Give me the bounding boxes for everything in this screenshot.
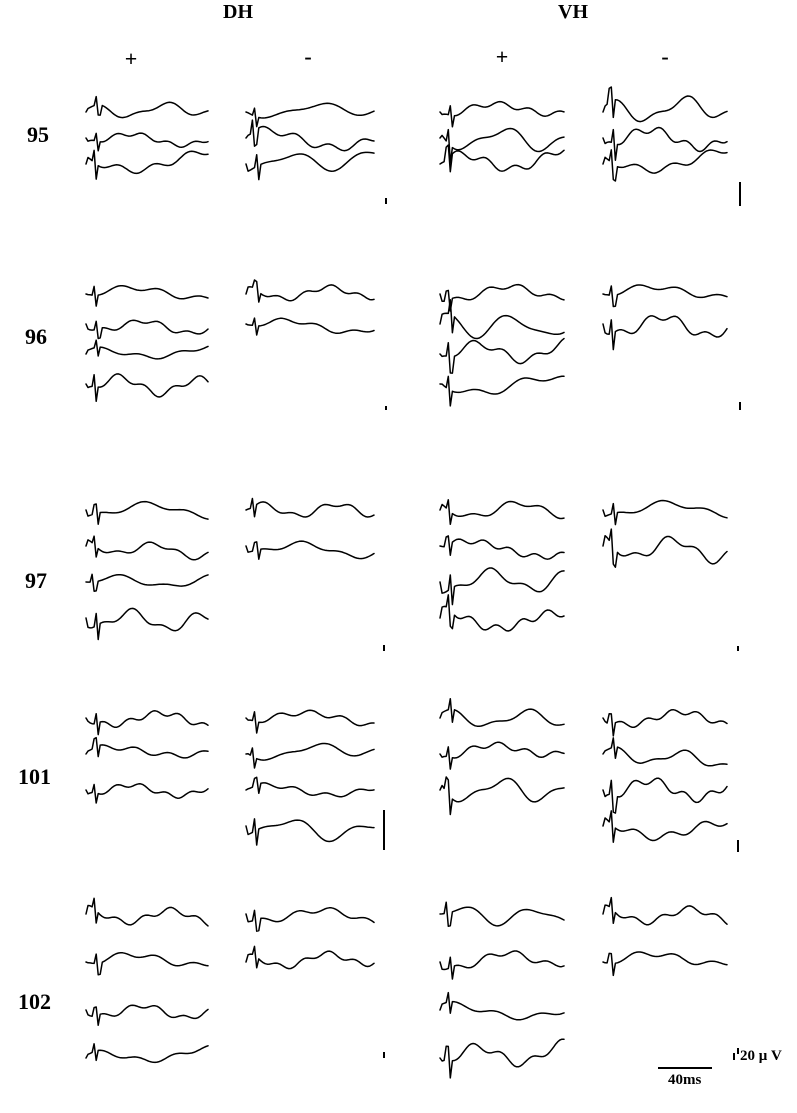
trace-95-dh-minus-3: [245, 151, 375, 181]
trace-101-vh-minus-1: [602, 708, 728, 737]
trace-97-vh-minus-1: [602, 499, 728, 526]
trace-101-vh-plus-3: [439, 776, 565, 816]
trace-97-vh-plus-4: [439, 594, 565, 632]
header-vh: VH: [558, 1, 588, 23]
trace-101-vh-plus-2: [439, 741, 565, 770]
trace-95-vh-plus-2: [439, 127, 565, 164]
trace-97-vh-plus-3: [439, 567, 565, 606]
time-scale-label: 40ms: [668, 1072, 702, 1088]
trace-101-dh-minus-1: [245, 709, 375, 734]
trace-95-dh-plus-3: [85, 149, 209, 180]
header-dh: DH: [223, 1, 253, 23]
trace-102-vh-plus-1: [439, 901, 565, 928]
trace-101-dh-minus-2: [245, 742, 375, 769]
trace-96-dh-plus-4: [85, 373, 209, 403]
trace-95-dh-minus-2: [245, 119, 375, 152]
trace-102-vh-minus-2: [602, 951, 728, 977]
sign-vh-minus: -: [661, 44, 669, 69]
trace-96-dh-plus-1: [85, 284, 209, 307]
trace-96-vh-plus-2: [439, 299, 565, 340]
trace-102-dh-minus-1: [245, 907, 375, 932]
trace-96-dh-plus-2: [85, 319, 209, 340]
trace-95-dh-minus-1: [245, 102, 375, 128]
trace-97-vh-plus-2: [439, 535, 565, 560]
trace-102-vh-plus-3: [439, 991, 565, 1021]
trace-102-dh-plus-3: [85, 1004, 209, 1027]
trace-101-vh-plus-1: [439, 697, 565, 728]
sign-dh-plus: +: [124, 46, 138, 71]
trace-95-dh-plus-2: [85, 132, 209, 152]
row-label-95: 95: [27, 122, 49, 147]
trace-102-dh-minus-2: [245, 945, 375, 970]
trace-97-dh-plus-3: [85, 573, 209, 592]
sign-dh-minus: -: [304, 44, 312, 69]
trace-96-dh-plus-3: [85, 339, 209, 360]
trace-97-vh-plus-1: [439, 499, 565, 526]
trace-96-vh-plus-4: [439, 375, 565, 407]
trace-96-vh-minus-1: [602, 284, 728, 308]
trace-95-vh-plus-1: [439, 100, 565, 128]
trace-102-dh-plus-2: [85, 951, 209, 976]
trace-101-vh-minus-2: [602, 737, 728, 767]
trace-102-vh-plus-2: [439, 950, 565, 980]
row-label-97: 97: [25, 568, 47, 593]
trace-96-dh-minus-2: [245, 317, 375, 336]
trace-97-dh-plus-4: [85, 607, 209, 641]
trace-101-dh-plus-3: [85, 783, 209, 804]
trace-95-vh-minus-2: [602, 126, 728, 161]
sign-vh-plus: +: [495, 44, 509, 69]
trace-95-vh-plus-3: [439, 144, 565, 173]
trace-101-dh-minus-3: [245, 776, 375, 798]
trace-97-dh-plus-1: [85, 500, 209, 525]
trace-102-vh-minus-1: [602, 896, 728, 926]
trace-101-vh-minus-4: [602, 810, 728, 843]
row-label-101: 101: [18, 764, 51, 789]
trace-95-dh-plus-1: [85, 95, 209, 119]
row-label-102: 102: [18, 989, 51, 1014]
trace-95-vh-minus-3: [602, 149, 728, 182]
trace-97-dh-plus-2: [85, 535, 209, 561]
trace-101-dh-plus-2: [85, 736, 209, 759]
trace-96-dh-minus-1: [245, 279, 375, 303]
trace-95-vh-minus-1: [602, 86, 728, 123]
trace-96-vh-plus-3: [439, 337, 565, 374]
trace-96-vh-minus-2: [602, 315, 728, 351]
trace-97-vh-minus-2: [602, 528, 728, 568]
trace-101-dh-plus-1: [85, 710, 209, 736]
trace-101-dh-minus-4: [245, 818, 375, 846]
trace-97-dh-minus-1: [245, 497, 375, 518]
row-label-96: 96: [25, 324, 47, 349]
trace-97-dh-minus-2: [245, 540, 375, 560]
trace-102-dh-plus-4: [85, 1043, 209, 1064]
trace-101-vh-minus-3: [602, 777, 728, 814]
trace-102-dh-plus-1: [85, 897, 209, 927]
amplitude-scale-label: 20 μ V: [740, 1048, 782, 1064]
trace-96-vh-plus-1: [439, 283, 565, 312]
trace-102-vh-plus-4: [439, 1038, 565, 1079]
